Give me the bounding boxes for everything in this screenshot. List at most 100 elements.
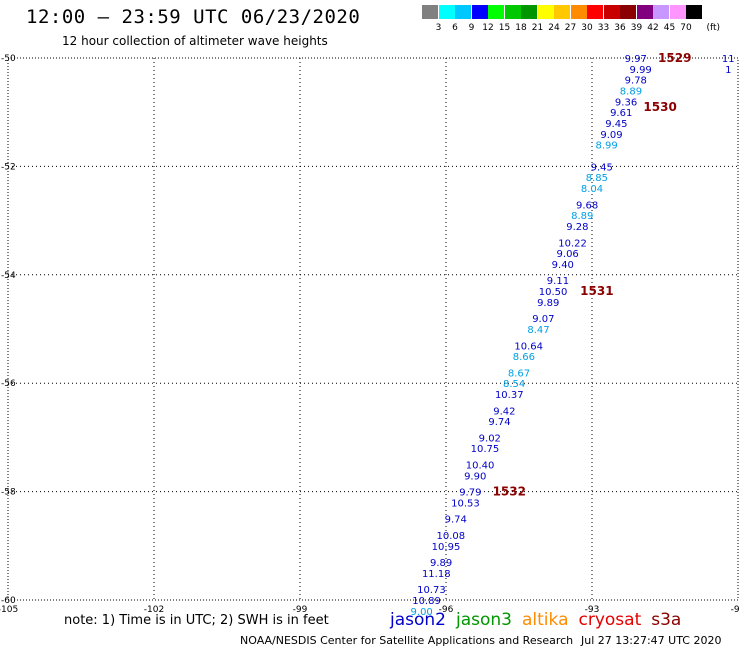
wave-height-label: 9.36 xyxy=(615,97,637,108)
chart-subtitle: 12 hour collection of altimeter wave hei… xyxy=(62,34,328,48)
time-label: 1532 xyxy=(493,485,526,499)
wave-height-label: 10.08 xyxy=(437,531,466,542)
x-tick-label: -93 xyxy=(585,605,600,615)
wave-height-label: 9.11 xyxy=(547,276,569,287)
time-label: 1530 xyxy=(643,100,676,114)
wave-height-label: 9.97 xyxy=(625,54,647,65)
wave-height-label: 10.40 xyxy=(466,461,495,472)
wave-height-label: 9.89 xyxy=(430,558,452,569)
wave-height-label: 10.95 xyxy=(432,542,461,553)
legend-swatch xyxy=(537,5,554,19)
legend-tick-label: 24 xyxy=(548,23,560,33)
legend-swatch xyxy=(620,5,636,19)
legend-swatch xyxy=(471,5,488,19)
wave-height-label: 8.04 xyxy=(581,184,603,195)
x-tick-label: -99 xyxy=(293,605,308,615)
wave-height-label: 9.61 xyxy=(610,108,632,119)
wave-height-label: 9.78 xyxy=(625,76,647,87)
legend-swatch xyxy=(570,5,587,19)
time-label: 1529 xyxy=(658,51,691,65)
mission-cryosat: cryosat xyxy=(578,610,642,630)
wave-height-label: 9.00 xyxy=(411,607,433,618)
wave-height-label: 8.89 xyxy=(571,211,593,222)
legend-tick-label: 39 xyxy=(630,23,643,33)
mission-altika: altika xyxy=(522,610,569,630)
wave-height-label: 9.02 xyxy=(479,433,501,444)
legend-swatch xyxy=(587,5,603,19)
y-tick-label: -54 xyxy=(1,271,16,281)
y-tick-label: -56 xyxy=(1,379,16,389)
x-tick-label: -105 xyxy=(0,605,18,615)
generation-timestamp: Jul 27 13:27:47 UTC 2020 xyxy=(581,634,722,647)
x-tick-label: -102 xyxy=(144,605,164,615)
wave-height-label: 8.85 xyxy=(586,173,608,184)
legend-swatch xyxy=(554,5,570,19)
legend-swatch xyxy=(504,5,521,19)
wave-height-label: 9.79 xyxy=(459,488,481,499)
legend-swatch xyxy=(653,5,669,19)
wave-height-label: 9.45 xyxy=(605,119,627,130)
y-tick-label: -60 xyxy=(1,596,16,606)
wave-height-label: 9.28 xyxy=(566,222,588,233)
wave-height-label: 9.89 xyxy=(537,298,559,309)
wave-height-label: 11.18 xyxy=(422,569,451,580)
wave-height-label: 10.37 xyxy=(495,390,524,401)
wave-height-label: 10.89 xyxy=(412,596,441,607)
wave-height-label: 9.40 xyxy=(552,260,574,271)
legend-swatch xyxy=(488,5,504,19)
plot-frame xyxy=(7,57,739,601)
wave-height-label: 9.99 xyxy=(630,65,652,76)
legend-swatch xyxy=(686,5,702,19)
wave-height-label: 9.07 xyxy=(532,314,554,325)
wave-height-label: 9.45 xyxy=(591,162,613,173)
legend-tick-label: 18 xyxy=(515,23,527,33)
wave-height-label: 9.06 xyxy=(557,249,579,260)
chart-title: 12:00 – 23:59 UTC 06/23/2020 xyxy=(26,6,361,28)
wave-height-label: 9.74 xyxy=(488,417,510,428)
legend-swatch xyxy=(521,5,537,19)
wave-height-label: 9.68 xyxy=(576,200,598,211)
legend-swatch xyxy=(669,5,686,19)
wave-height-label: 1 xyxy=(725,65,731,76)
legend-tick-label: 3 xyxy=(435,23,442,33)
y-tick-label: -52 xyxy=(1,162,16,172)
legend-tick-label: 33 xyxy=(597,23,610,33)
legend-unit: (ft) xyxy=(706,23,721,33)
legend-swatch xyxy=(636,5,653,19)
wave-height-label: 8.99 xyxy=(595,141,617,152)
mission-legend: jason2 jason3 altika cryosat s3a xyxy=(390,610,691,630)
wave-height-label: 9.74 xyxy=(445,515,467,526)
legend-swatch xyxy=(603,5,620,19)
x-tick-label: -90 xyxy=(731,605,740,615)
y-tick-label: -58 xyxy=(1,488,16,498)
wave-height-label: 8.66 xyxy=(513,352,535,363)
wave-height-label: 10.22 xyxy=(558,238,587,249)
legend-tick-label: 12 xyxy=(482,23,494,33)
legend-tick-label: 42 xyxy=(647,23,659,33)
legend-tick-label: 70 xyxy=(680,23,692,33)
legend-swatch xyxy=(438,5,455,19)
wave-height-label: 8.67 xyxy=(508,368,530,379)
legend-tick-label: 6 xyxy=(452,23,458,33)
legend-tick-label: 21 xyxy=(531,23,544,33)
wave-height-label: 10.64 xyxy=(514,341,543,352)
legend-tick-label: 30 xyxy=(581,23,593,33)
wave-height-label: 10.50 xyxy=(539,287,568,298)
legend-tick-label: 27 xyxy=(564,23,577,33)
credit-text: NOAA/NESDIS Center for Satellite Applica… xyxy=(240,634,574,647)
legend-swatch xyxy=(455,5,471,19)
legend-tick-label: 15 xyxy=(498,23,511,33)
legend-tick-label: 36 xyxy=(614,23,626,33)
wave-height-label: 8.54 xyxy=(503,379,525,390)
wave-height-label: 8.47 xyxy=(527,325,549,336)
y-tick-label: -50 xyxy=(1,54,16,64)
wave-height-label: 9.42 xyxy=(493,406,515,417)
mission-s3a: s3a xyxy=(651,610,682,630)
mission-jason3: jason3 xyxy=(456,610,512,630)
mission-jason2: jason2 xyxy=(390,610,446,630)
wave-height-label: 9.90 xyxy=(464,471,486,482)
wave-height-label: 9.09 xyxy=(600,130,622,141)
wave-height-label: 11 xyxy=(722,54,735,65)
wave-height-label: 10.75 xyxy=(471,444,500,455)
